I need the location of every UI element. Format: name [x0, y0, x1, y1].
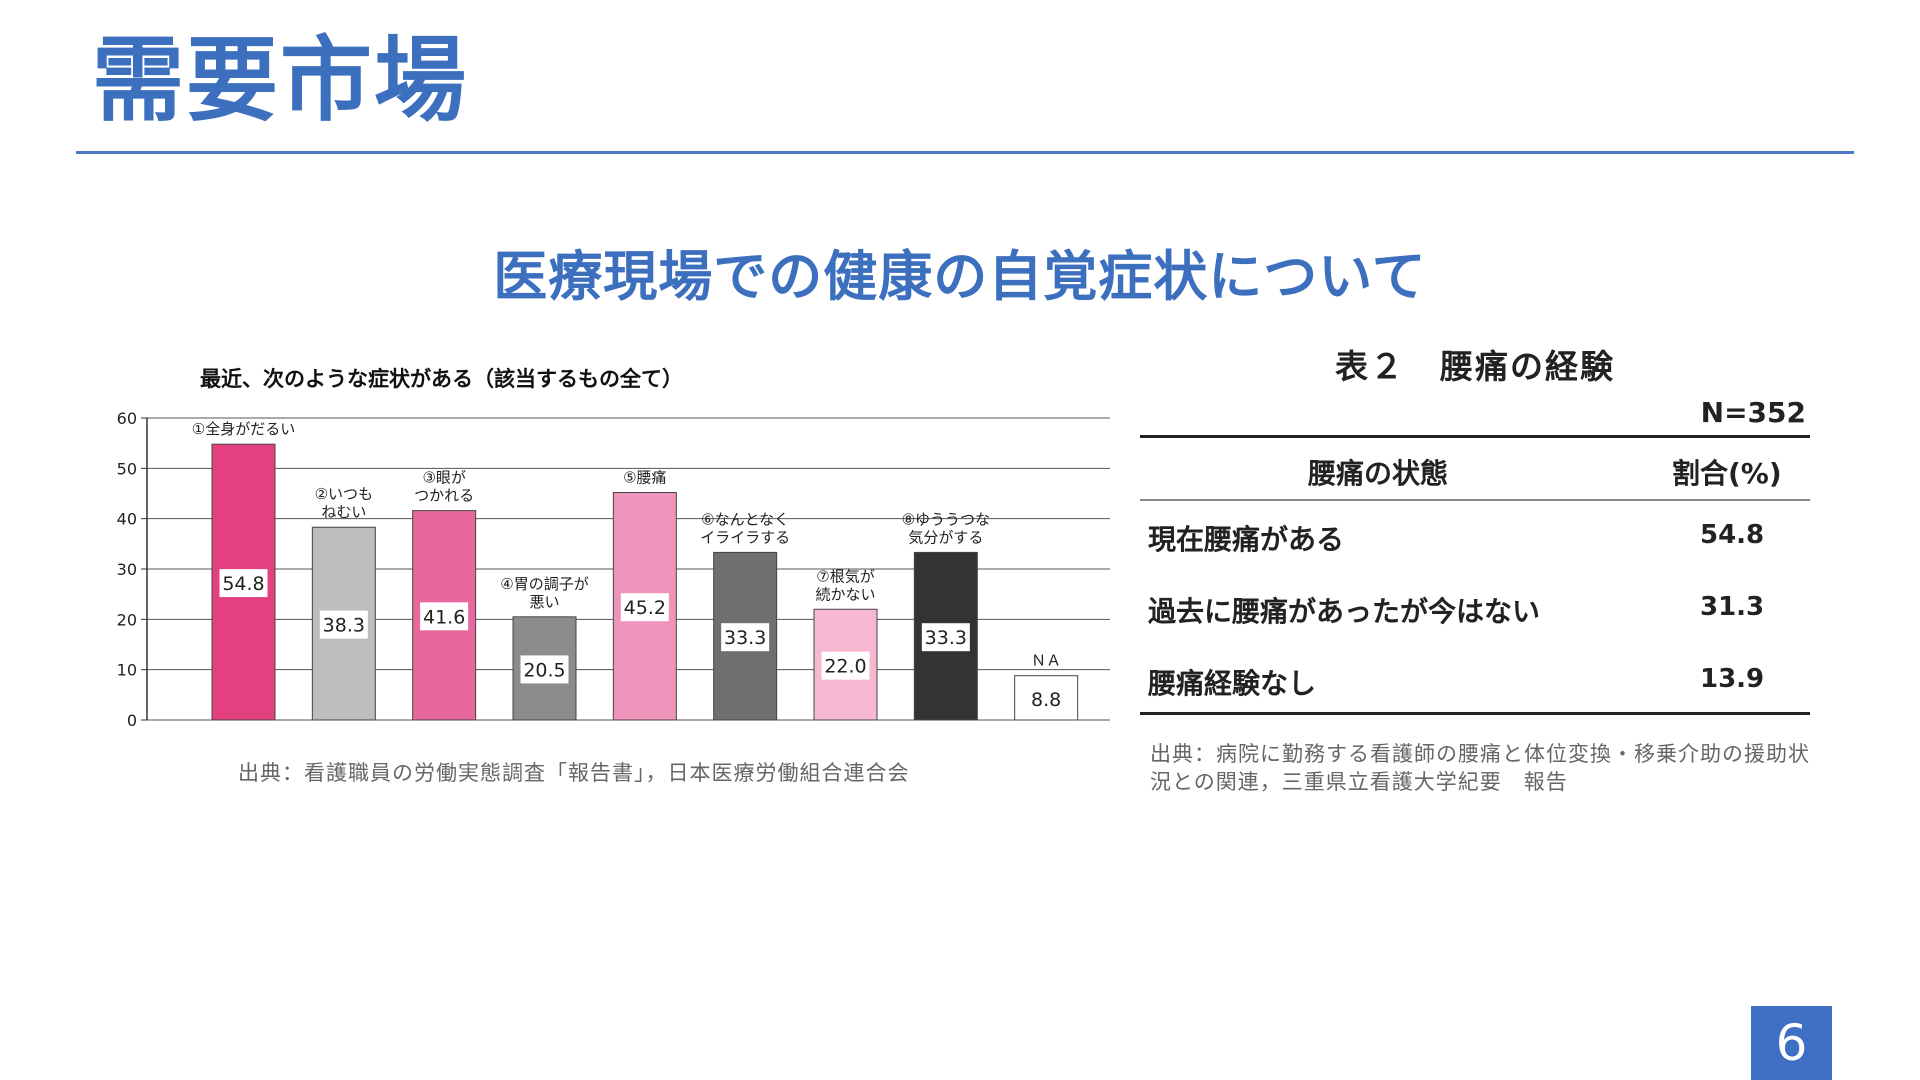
- category-label: ねむい: [321, 503, 366, 521]
- data-label-box: [420, 602, 469, 631]
- data-label: 33.3: [724, 627, 766, 649]
- category-label: ⑦根気が: [816, 567, 874, 585]
- chart-title: 最近、次のような症状がある（該当するもの全て）: [200, 367, 683, 391]
- category-label: ⑧ゆううつな: [902, 510, 990, 528]
- category-label: 気分がする: [908, 528, 983, 546]
- table-row-value: 13.9: [1700, 664, 1765, 694]
- data-label-box: [821, 651, 870, 680]
- data-label-box: [219, 569, 268, 598]
- data-label: 41.6: [423, 606, 465, 628]
- chart-source-note: 出典：看護職員の労働実態調査「報告書」，日本医療労働組合連合会: [238, 761, 910, 785]
- category-label: 悪い: [529, 593, 559, 611]
- category-label: ①全身がだるい: [192, 420, 295, 438]
- category-label: つかれる: [414, 487, 474, 505]
- data-label-box: [721, 623, 770, 652]
- slide-title: 需要市場: [92, 27, 469, 134]
- slide-subtitle: 医療現場での健康の自覚症状について: [493, 245, 1427, 308]
- data-label: 45.2: [624, 597, 666, 619]
- table-row-label: 腰痛経験なし: [1148, 667, 1317, 700]
- data-label: 54.8: [222, 573, 264, 595]
- category-label: ③眼が: [422, 469, 465, 487]
- data-label-box: [1022, 684, 1071, 713]
- page-number-badge: 6: [1751, 1006, 1832, 1080]
- symptom-bar-chart: 最近、次のような症状がある（該当するもの全て） 0 10 20 30 40 50 60 54.…: [110, 355, 1120, 735]
- data-label: 22.0: [824, 656, 866, 678]
- data-label-box: [520, 655, 569, 684]
- category-label: ⑥なんとなく: [701, 510, 789, 528]
- title-divider: [76, 151, 1854, 154]
- y-tick-label: 20: [117, 610, 137, 629]
- category-label: ＮＡ: [1031, 652, 1061, 670]
- y-tick-label: 10: [117, 661, 137, 680]
- category-label: ⑤腰痛: [623, 468, 666, 486]
- category-label: 続かない: [815, 585, 875, 603]
- table-source-note: 出典：病院に勤務する看護師の腰痛と体位変換・移乗介助の援助状況との関連，三重県立…: [1150, 742, 1810, 795]
- y-tick-label: 60: [117, 409, 137, 428]
- y-tick-label: 0: [127, 711, 137, 730]
- data-label-box: [921, 623, 970, 652]
- y-tick-label: 30: [117, 560, 137, 579]
- table-header-status: 腰痛の状態: [1308, 457, 1449, 490]
- table-row-label: 過去に腰痛があったが今はない: [1148, 595, 1541, 628]
- category-label: ②いつも: [315, 485, 373, 503]
- table-top-rule: [1140, 435, 1810, 438]
- y-tick-label: 50: [117, 459, 137, 478]
- table-caption: 表２ 腰痛の経験: [1335, 347, 1615, 386]
- data-label-box: [620, 593, 669, 622]
- data-label: 38.3: [323, 615, 365, 637]
- table-row-label: 現在腰痛がある: [1148, 523, 1345, 556]
- sample-size: N=352: [1700, 396, 1806, 429]
- category-label: ④胃の調子が: [500, 575, 588, 593]
- data-label: 20.5: [523, 659, 565, 681]
- data-label: 8.8: [1031, 689, 1061, 711]
- data-label: 33.3: [925, 627, 967, 649]
- data-label-box: [319, 610, 368, 639]
- table-bottom-rule: [1140, 712, 1810, 715]
- y-tick-label: 40: [117, 510, 137, 529]
- table-row-value: 54.8: [1700, 520, 1765, 550]
- table-header-rule: [1140, 499, 1810, 501]
- table-row-value: 31.3: [1700, 592, 1765, 622]
- table-header-percent: 割合(%): [1672, 457, 1782, 490]
- category-label: イライラする: [700, 528, 790, 546]
